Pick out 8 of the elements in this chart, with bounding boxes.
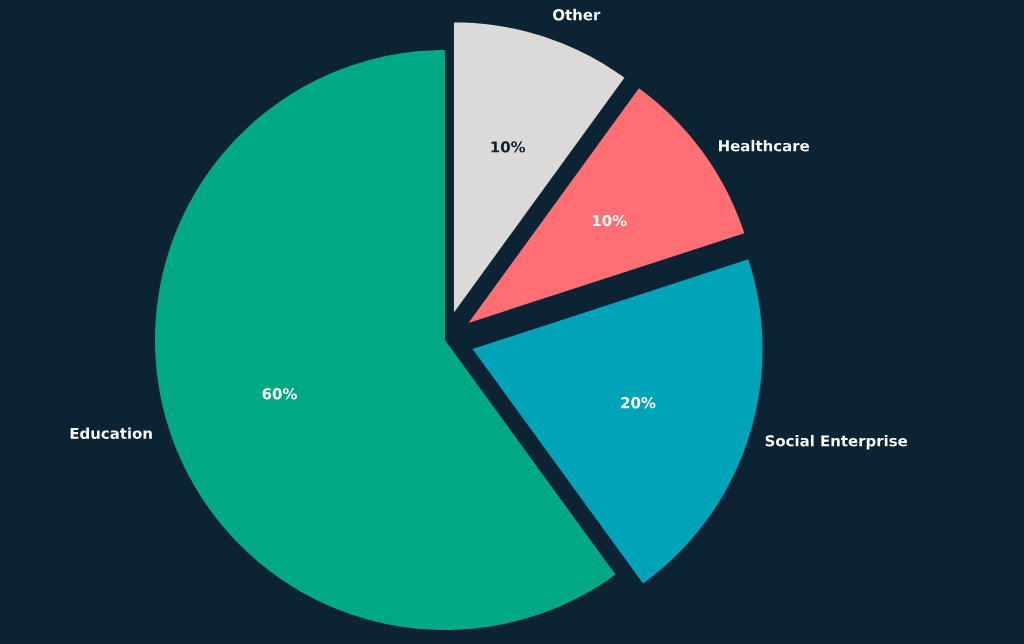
data-label: 10%: [593, 215, 627, 227]
data-label: 10%: [491, 141, 526, 153]
slice-label: Other: [553, 8, 601, 21]
slice-label: Education: [70, 427, 152, 439]
slice-label: Social Enterprise: [765, 434, 908, 450]
slice-label: Healthcare: [719, 139, 809, 152]
data-label: 60%: [262, 388, 297, 400]
data-label: 20%: [621, 397, 656, 409]
